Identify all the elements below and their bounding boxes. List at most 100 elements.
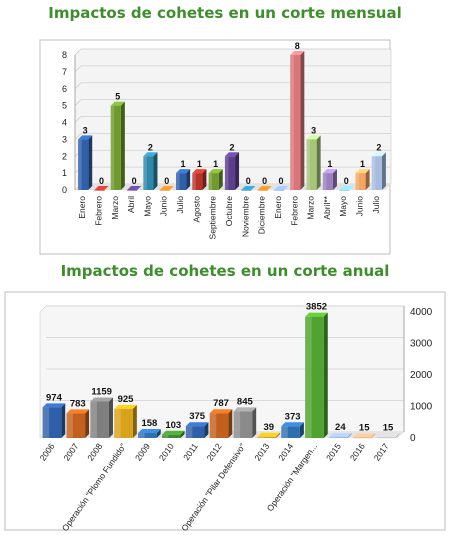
chart2-bar (305, 312, 328, 438)
chart1-data-label: 0 (246, 176, 251, 186)
chart2-bar (376, 433, 400, 439)
chart1-ytick-label: 5 (62, 101, 67, 111)
chart2-bar (90, 397, 113, 438)
chart2-data-label: 158 (141, 418, 157, 429)
chart1-xtick-label: Septiembre (208, 196, 218, 240)
chart2-data-label: 39 (263, 422, 274, 433)
chart2-ytick-label: 3000 (410, 339, 433, 350)
chart2-bar (209, 409, 233, 438)
chart1-data-label: 3 (83, 125, 88, 135)
chart1-data-label: 0 (278, 176, 283, 186)
chart2-bar (42, 403, 66, 438)
chart1-ytick-label: 7 (62, 67, 67, 77)
chart1-title: Impactos de cohetes en un corte mensual (48, 4, 402, 22)
chart1-xtick-label: Diciembre (257, 196, 267, 235)
chart1-bar (175, 169, 191, 190)
chart2-data-label: 974 (46, 392, 63, 403)
chart1-data-label: 3 (311, 125, 316, 135)
chart1-data-label: 2 (229, 142, 234, 152)
monthly-impacts-chart: 0 1 2 3 4 5 6 7 8 3 Enero 0 Febrero 5 Marzo 0 Abril 2 Mayo… (39, 39, 392, 255)
chart1-bar (78, 135, 93, 190)
chart1-xtick-label: Junio (355, 196, 365, 217)
chart1-data-label: 5 (115, 92, 120, 102)
chart1-bar (208, 169, 223, 190)
chart2-bar (138, 429, 161, 438)
chart1-xtick-label: Junio (159, 196, 169, 217)
chart2-data-label: 15 (383, 423, 394, 434)
chart1-data-label: 2 (148, 142, 153, 152)
chart1-ytick-label: 4 (62, 118, 67, 128)
chart1-ytick-label: 8 (62, 50, 67, 60)
chart1-data-label: 0 (132, 176, 137, 186)
chart1-xtick-label: Julio (175, 196, 185, 214)
chart2-bar (114, 404, 137, 438)
chart2-ytick-label: 2000 (410, 370, 433, 381)
chart2-data-label: 1159 (91, 386, 112, 397)
chart2-data-label: 375 (189, 411, 206, 422)
chart1-gridline-depth (74, 116, 82, 123)
chart2-data-label: 103 (165, 420, 181, 431)
chart1-bar (224, 152, 240, 190)
chart2-ytick-label: 4000 (410, 307, 433, 318)
chart2-data-label: 783 (70, 398, 86, 409)
chart2-bar (185, 422, 209, 438)
chart1-data-label: 1 (181, 159, 186, 169)
chart1-bar (192, 169, 207, 190)
chart2-data-label: 24 (335, 422, 346, 433)
chart1-gridline-depth (74, 65, 82, 73)
chart1-xtick-label: Noviembre (240, 196, 250, 237)
chart1-data-label: 1 (213, 159, 218, 169)
chart1-xtick-label: Julio (371, 196, 381, 214)
chart1-data-label: 0 (99, 176, 104, 186)
chart1-bar (306, 135, 321, 190)
chart2-data-label: 15 (359, 423, 370, 434)
chart1-bar (143, 152, 158, 190)
chart2-data-label: 373 (285, 411, 301, 422)
chart1-data-label: 8 (295, 41, 300, 51)
chart1-data-label: 1 (197, 159, 202, 169)
chart1-xtick-label: Marzo (306, 196, 316, 220)
chart1-ytick-label: 0 (62, 185, 67, 195)
chart1-data-label: 1 (360, 159, 365, 169)
chart1-bar (257, 186, 272, 191)
chart1-bar (339, 186, 354, 191)
chart2-bar (352, 433, 376, 439)
chart1-bar (322, 169, 337, 190)
chart1-xtick-label: Marzo (110, 196, 120, 220)
chart1-xtick-label: Enero (273, 196, 283, 219)
chart1-data-label: 0 (344, 176, 349, 186)
chart1-ytick-label: 3 (62, 134, 67, 144)
chart2-data-label: 787 (213, 398, 229, 409)
chart2-data-label: 925 (118, 394, 135, 405)
chart1-xtick-label: Febrero (289, 196, 299, 226)
chart2-ytick-label: 1000 (410, 402, 433, 413)
chart1-gridline-depth (74, 48, 82, 56)
chart2-data-label: 3852 (306, 302, 327, 313)
chart1-bar (110, 101, 125, 190)
chart1-gridline-depth (74, 133, 82, 140)
chart2-bar (233, 407, 257, 438)
chart2-bar (281, 422, 304, 438)
chart1-ytick-label: 1 (62, 168, 67, 178)
chart1-ytick-label: 6 (62, 84, 67, 94)
chart1-data-label: 1 (327, 159, 332, 169)
chart1-xtick-label: Mayo (338, 196, 348, 217)
chart2-bar (161, 430, 185, 438)
chart1-gridline-depth (74, 99, 82, 106)
chart2-title: Impactos de cohetes en un corte anual (60, 262, 390, 280)
chart2-ytick-label: 0 (410, 433, 416, 444)
chart1-xtick-label: Agosto (191, 196, 201, 223)
chart1-xtick-label: Abril** (322, 195, 332, 219)
chart1-bar (355, 169, 370, 190)
chart1-bar (371, 152, 386, 190)
chart1-bar (127, 186, 142, 191)
chart1-gridline-depth (74, 82, 82, 89)
chart2-bar (329, 433, 352, 438)
chart1-xtick-label: Octubre (224, 196, 234, 227)
chart1-xtick-label: Enero (77, 196, 87, 219)
chart1-bar (290, 51, 305, 190)
chart1-bar (273, 186, 289, 191)
chart2-bar (66, 409, 90, 438)
chart2-data-label: 845 (237, 396, 254, 407)
